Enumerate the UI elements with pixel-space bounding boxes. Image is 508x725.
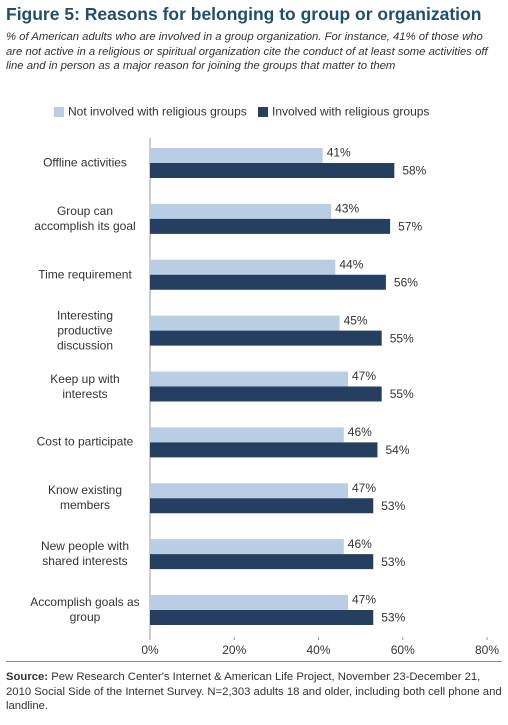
divider (6, 661, 502, 662)
legend-label: Not involved with religious groups (68, 105, 247, 119)
value-label: 43% (335, 202, 359, 216)
bar (150, 218, 391, 234)
bar (150, 330, 382, 346)
source-label: Source: (6, 671, 49, 683)
legend-label: Involved with religious groups (272, 105, 429, 119)
bar (150, 539, 344, 555)
x-tick-label: 60% (391, 643, 415, 657)
chart-subtitle: % of American adults who are involved in… (6, 31, 488, 72)
value-label: 46% (348, 425, 372, 439)
value-label: 54% (385, 443, 409, 457)
category-label: Offline activities (43, 155, 127, 170)
bar (150, 163, 395, 178)
bar (150, 595, 348, 610)
bar (150, 442, 378, 458)
category-label: Know existing members (47, 483, 123, 513)
category-label: Time requirement (38, 267, 132, 282)
value-label: 57% (398, 220, 422, 234)
bar (150, 386, 382, 402)
category-label: New people with shared interests (40, 539, 130, 569)
x-tick-label: 0% (141, 643, 159, 657)
value-label: 46% (348, 537, 372, 551)
bar (150, 498, 374, 514)
value-label: 55% (390, 387, 414, 401)
legend-swatch (54, 107, 64, 117)
value-label: 44% (339, 257, 363, 271)
x-tick-label: 20% (222, 643, 246, 657)
value-label: 55% (390, 331, 414, 345)
category-label: Interesting productive discussion (56, 308, 114, 353)
legend-swatch (258, 107, 268, 117)
value-label: 41% (327, 146, 351, 160)
footer: Source: Pew Research Center's Internet &… (6, 670, 502, 714)
chart: Not involved with religious groups Involv… (54, 105, 499, 657)
value-label: 53% (381, 555, 405, 569)
value-label: 47% (352, 369, 376, 383)
bar (150, 554, 374, 570)
value-label: 45% (344, 313, 368, 327)
category-label: Accomplish goals as group (30, 595, 140, 624)
bar (150, 371, 348, 387)
category-label: Keep up with interests (50, 371, 120, 401)
source-text: Pew Research Center's Internet & America… (6, 671, 502, 712)
bar (150, 203, 332, 219)
bar (150, 483, 348, 499)
chart-title: Figure 5: Reasons for belonging to group… (6, 4, 482, 24)
value-label: 58% (402, 164, 426, 178)
bar (150, 315, 340, 331)
value-label: 47% (352, 593, 376, 607)
bar (150, 148, 323, 163)
value-label: 47% (352, 481, 376, 495)
x-tick-label: 80% (475, 643, 499, 657)
bar (150, 610, 374, 625)
x-tick-label: 40% (306, 643, 330, 657)
category-label: Group can accomplish its goal (34, 203, 136, 233)
bar (150, 274, 386, 290)
bar (150, 427, 344, 443)
value-label: 56% (394, 275, 418, 289)
bar (150, 259, 336, 275)
value-label: 53% (381, 499, 405, 513)
value-label: 53% (381, 611, 405, 625)
category-label: Cost to participate (36, 434, 134, 449)
